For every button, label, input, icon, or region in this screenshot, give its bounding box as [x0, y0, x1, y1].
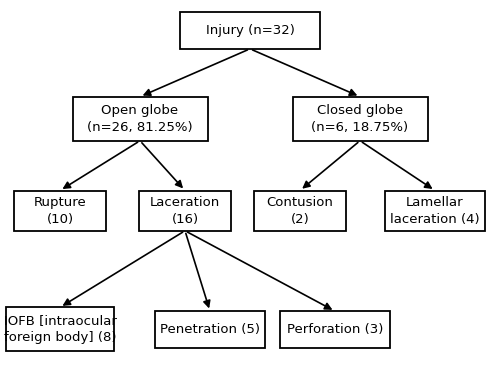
- Text: Contusion
(2): Contusion (2): [266, 196, 334, 226]
- Text: Open globe
(n=26, 81.25%): Open globe (n=26, 81.25%): [87, 104, 193, 134]
- Text: Closed globe
(n=6, 18.75%): Closed globe (n=6, 18.75%): [312, 104, 408, 134]
- Text: Rupture
(10): Rupture (10): [34, 196, 86, 226]
- FancyBboxPatch shape: [280, 311, 390, 348]
- FancyBboxPatch shape: [6, 307, 114, 352]
- FancyBboxPatch shape: [385, 190, 485, 231]
- FancyBboxPatch shape: [292, 97, 428, 141]
- FancyBboxPatch shape: [14, 190, 106, 231]
- FancyBboxPatch shape: [72, 97, 208, 141]
- FancyBboxPatch shape: [138, 190, 231, 231]
- Text: Perforation (3): Perforation (3): [287, 323, 383, 336]
- Text: Laceration
(16): Laceration (16): [150, 196, 220, 226]
- FancyBboxPatch shape: [155, 311, 265, 348]
- Text: IOFB [intraocular
foreign body] (8): IOFB [intraocular foreign body] (8): [4, 314, 116, 344]
- FancyBboxPatch shape: [180, 12, 320, 49]
- Text: Injury (n=32): Injury (n=32): [206, 24, 294, 37]
- FancyBboxPatch shape: [254, 190, 346, 231]
- Text: Lamellar
laceration (4): Lamellar laceration (4): [390, 196, 480, 226]
- Text: Penetration (5): Penetration (5): [160, 323, 260, 336]
